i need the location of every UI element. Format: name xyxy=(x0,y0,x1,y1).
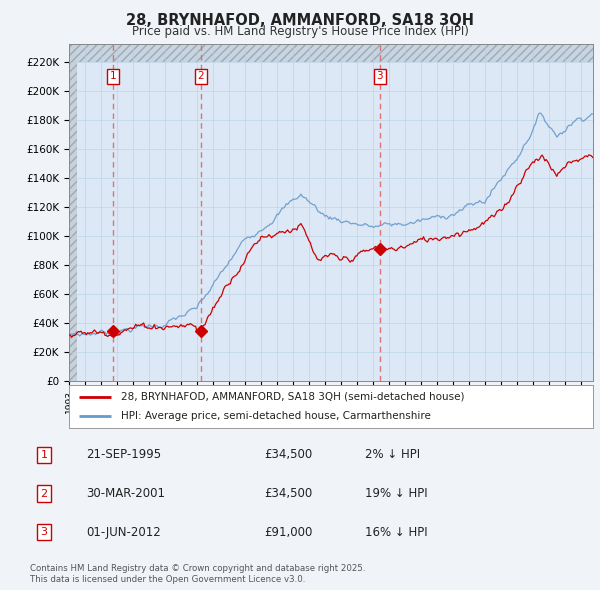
Text: 28, BRYNHAFOD, AMMANFORD, SA18 3QH (semi-detached house): 28, BRYNHAFOD, AMMANFORD, SA18 3QH (semi… xyxy=(121,392,465,402)
Text: £91,000: £91,000 xyxy=(265,526,313,539)
Text: 01-JUN-2012: 01-JUN-2012 xyxy=(86,526,161,539)
Text: 1: 1 xyxy=(109,71,116,81)
Text: This data is licensed under the Open Government Licence v3.0.: This data is licensed under the Open Gov… xyxy=(30,575,305,584)
Text: HPI: Average price, semi-detached house, Carmarthenshire: HPI: Average price, semi-detached house,… xyxy=(121,411,431,421)
Text: 2: 2 xyxy=(197,71,204,81)
Text: 1: 1 xyxy=(40,450,47,460)
Text: 2% ↓ HPI: 2% ↓ HPI xyxy=(365,448,420,461)
Text: 3: 3 xyxy=(40,527,47,537)
Text: 16% ↓ HPI: 16% ↓ HPI xyxy=(365,526,427,539)
Text: Price paid vs. HM Land Registry's House Price Index (HPI): Price paid vs. HM Land Registry's House … xyxy=(131,25,469,38)
Text: £34,500: £34,500 xyxy=(265,487,313,500)
Text: 2: 2 xyxy=(40,489,47,499)
Text: 3: 3 xyxy=(376,71,383,81)
Text: 19% ↓ HPI: 19% ↓ HPI xyxy=(365,487,427,500)
Text: 30-MAR-2001: 30-MAR-2001 xyxy=(86,487,165,500)
Text: 28, BRYNHAFOD, AMMANFORD, SA18 3QH: 28, BRYNHAFOD, AMMANFORD, SA18 3QH xyxy=(126,13,474,28)
Text: £34,500: £34,500 xyxy=(265,448,313,461)
Text: 21-SEP-1995: 21-SEP-1995 xyxy=(86,448,161,461)
Text: Contains HM Land Registry data © Crown copyright and database right 2025.: Contains HM Land Registry data © Crown c… xyxy=(30,565,365,573)
